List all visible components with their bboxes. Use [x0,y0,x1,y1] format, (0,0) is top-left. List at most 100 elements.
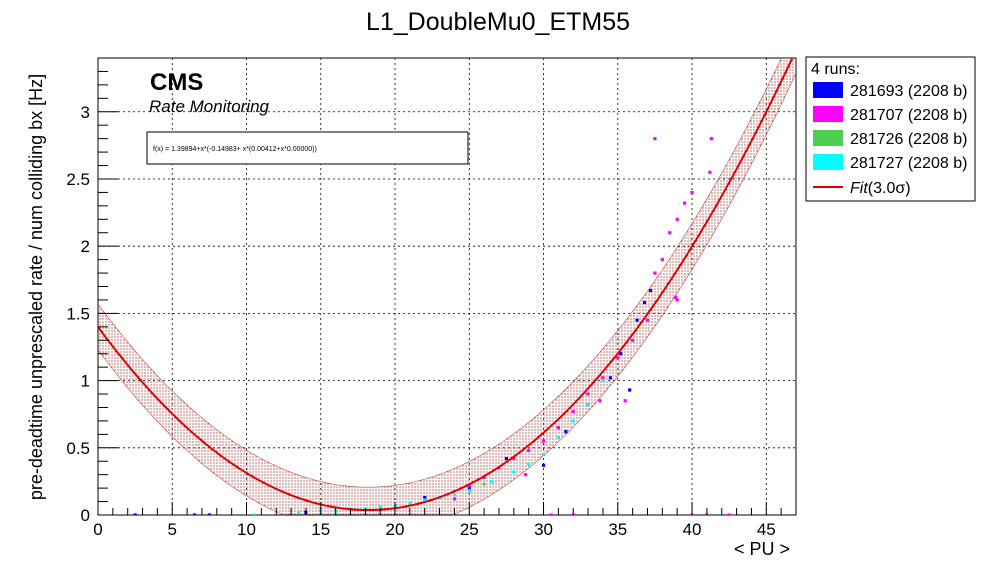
data-point [619,352,623,356]
fit-formula: f(x) = 1.39894+x*(-0.14983+ x*(0.00412+x… [153,146,317,153]
data-point [378,505,382,509]
data-point [408,501,412,505]
data-point [133,513,137,515]
x-tick-label: 5 [168,520,177,539]
data-point [296,510,301,514]
cms-sublabel: Rate Monitoring [149,97,270,116]
fit-curve [98,58,794,512]
data-point [207,513,211,515]
legend-entry-label: 281726 (2208 b) [850,131,967,148]
data-point [601,378,605,383]
legend: 4 runs: 281693 (2208 b) 281707 (2208 b) 28… [805,56,976,202]
x-tick-label: 30 [534,520,553,539]
legend-swatch [813,82,843,98]
data-point [512,456,516,461]
axis-ticks: 0 5 10 15 20 25 30 35 40 45 0 0.5 1 1.5 2 2.5 3 [66,70,782,539]
x-tick-label: 0 [93,520,102,539]
data-point [564,430,568,434]
data-point [623,399,627,403]
data-point [660,258,664,262]
formula-box [146,131,469,165]
x-tick-label: 10 [237,520,256,539]
y-tick-label: 3 [81,103,90,122]
data-point [668,231,672,235]
data-point [467,489,471,493]
legend-entry-label: 281707 (2208 b) [850,107,967,124]
data-point [586,392,590,396]
x-tick-label: 40 [683,520,702,539]
data-point [608,376,612,380]
data-point [527,462,531,466]
chart-title: L1_DoubleMu0_ETM55 [366,8,630,36]
fit-band-area [98,58,796,515]
data-point [653,137,657,141]
y-tick-label: 2.5 [66,170,90,189]
data-point [452,493,457,497]
data-point [541,463,546,467]
data-point [642,301,647,305]
data-point [709,137,713,141]
data-point [423,498,427,502]
data-point [252,513,256,515]
data-point [648,288,653,293]
x-tick-label: 25 [460,520,479,539]
x-tick-label: 15 [311,520,330,539]
data-point [645,318,650,322]
y-tick-label: 1 [81,372,90,391]
legend-swatch [813,154,843,170]
data-point [489,479,494,483]
data-point [674,295,678,299]
data-point [628,388,632,392]
data-point [482,482,486,486]
legend-header: 4 runs: [811,61,860,78]
data-point [571,409,575,414]
x-axis-title: < PU > [734,539,790,559]
legend-entry-label: 281727 (2208 b) [850,155,967,172]
x-tick-label: 45 [757,520,776,539]
data-point [601,376,605,380]
legend-swatch [813,130,843,146]
y-tick-label: 1.5 [66,304,90,323]
y-tick-label: 2 [81,237,90,256]
data-point [586,403,590,407]
fit-band [98,58,796,515]
data-point [452,497,457,501]
fit-band-lower [98,72,796,515]
data-point [683,201,687,205]
legend-fit-label: Fit(3.0σ) [850,180,911,197]
data-point [556,435,560,439]
data-point [675,217,679,221]
data-point [541,439,546,443]
x-tick-label: 20 [386,520,405,539]
cms-label: CMS [150,69,203,96]
data-point [541,452,546,457]
data-point [192,513,197,515]
data-point [549,513,553,515]
data-point [635,318,639,322]
data-point [467,486,471,490]
y-tick-label: 0.5 [66,439,90,458]
legend-swatch [813,106,843,122]
data-point [527,448,531,453]
y-tick-label: 0 [81,506,90,525]
data-point [631,338,635,342]
data-point [512,470,516,474]
fit-curve-layer [98,58,794,512]
data-point [690,190,694,195]
data-point [675,298,679,302]
y-axis-title: pre-deadtime unprescaled rate / num coll… [26,74,46,500]
data-point [556,426,560,430]
data-point [616,356,620,360]
data-point [598,399,602,403]
legend-entry-label: 281693 (2208 b) [850,83,967,100]
data-point [571,419,575,423]
fit-band-upper [98,58,782,488]
data-point [524,473,528,477]
data-point [423,495,427,500]
data-point [653,271,657,275]
data-point [708,170,712,174]
x-tick-label: 35 [608,520,627,539]
data-point [727,513,731,515]
data-point [504,456,509,461]
